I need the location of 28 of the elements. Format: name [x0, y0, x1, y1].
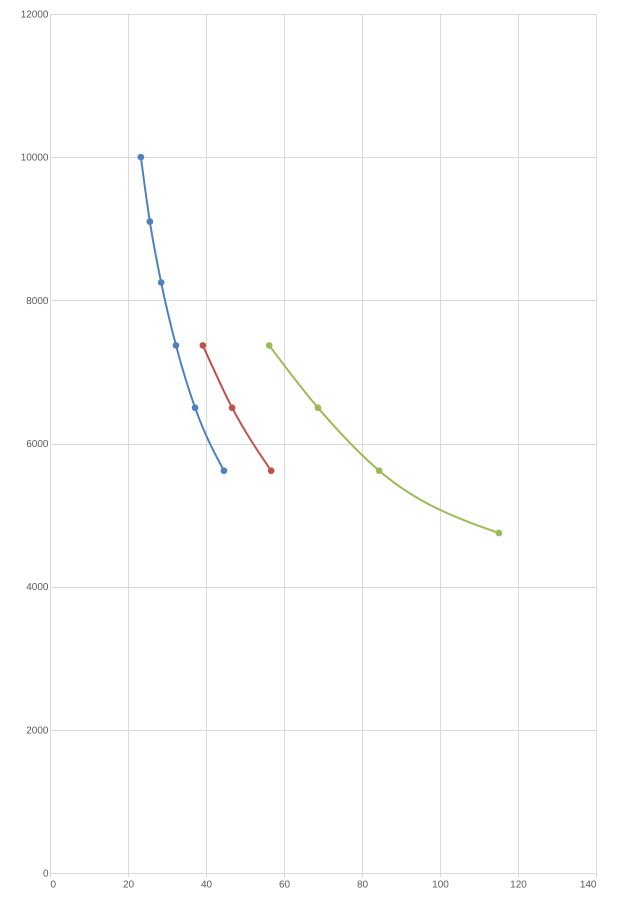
point: [138, 154, 144, 161]
point: [228, 404, 236, 412]
x-tick-label: 20: [122, 880, 134, 890]
point: [268, 467, 274, 474]
y-tick-label: 0: [42, 868, 49, 880]
point: [314, 404, 322, 412]
point: [192, 404, 198, 412]
x-tick-label: 80: [356, 880, 368, 890]
x-tick-label: 100: [432, 880, 450, 890]
y-tick-label: 6000: [26, 439, 49, 450]
y-tick-label: 4000: [26, 582, 49, 594]
x-tick-label: 120: [510, 880, 528, 890]
point: [158, 279, 165, 286]
y-tick-label: 10000: [20, 152, 49, 164]
point: [266, 342, 273, 349]
y-tick-label: 8000: [26, 296, 49, 307]
point: [172, 342, 180, 349]
x-tick-label: 60: [278, 880, 290, 890]
y-tick-label: 2000: [26, 725, 49, 736]
y-tick-label: 12000: [20, 10, 49, 20]
point: [220, 467, 228, 474]
point: [146, 218, 154, 225]
x-tick-label: 40: [200, 880, 212, 890]
x-tick-label: 0: [50, 880, 56, 890]
point: [496, 530, 502, 536]
point: [376, 467, 383, 474]
x-tick-label: 140: [580, 880, 597, 890]
point: [200, 342, 206, 349]
